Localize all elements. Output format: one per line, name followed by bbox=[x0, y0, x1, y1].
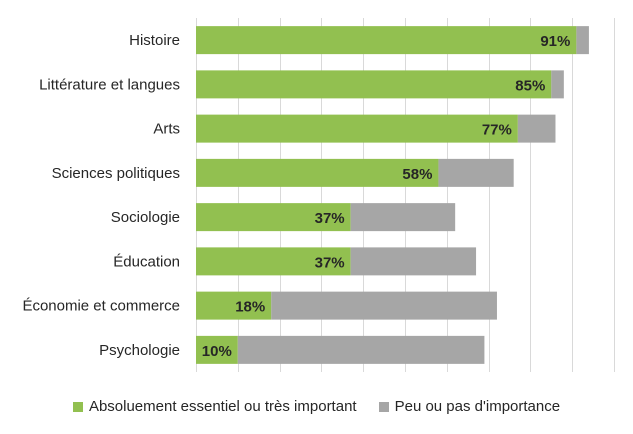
category-label: Économie et commerce bbox=[22, 298, 180, 315]
category-label: Psychologie bbox=[99, 342, 180, 359]
data-label: 10% bbox=[202, 343, 232, 360]
bar-important bbox=[196, 26, 577, 55]
legend-item-series-1: Absoluement essentiel ou très important bbox=[72, 398, 357, 415]
data-label: 18% bbox=[235, 299, 265, 316]
bar-unimportant bbox=[551, 70, 564, 99]
bar-unimportant bbox=[438, 158, 514, 187]
bar-unimportant bbox=[271, 291, 497, 320]
legend: Absoluement essentiel ou très important … bbox=[0, 398, 633, 415]
data-label: 37% bbox=[315, 210, 345, 227]
stacked-bar-chart: Histoire Littérature et langues Arts Scienc… bbox=[22, 18, 615, 372]
category-label: Éducation bbox=[113, 253, 180, 270]
legend-swatch-series-2 bbox=[378, 401, 389, 412]
legend-label-series-1: Absoluement essentiel ou très important bbox=[88, 398, 357, 415]
data-label: 91% bbox=[540, 33, 570, 50]
category-label: Sciences politiques bbox=[52, 165, 180, 182]
data-label: 58% bbox=[402, 166, 432, 183]
bars bbox=[196, 26, 589, 364]
bar-important bbox=[196, 70, 552, 99]
bar-unimportant bbox=[350, 247, 477, 276]
bar-important bbox=[196, 291, 272, 320]
category-label: Sociologie bbox=[111, 209, 180, 226]
data-label: 37% bbox=[315, 254, 345, 271]
legend-item-series-2: Peu ou pas d'importance bbox=[378, 398, 561, 415]
bar-important bbox=[196, 335, 238, 364]
legend-swatch-series-1 bbox=[72, 401, 83, 412]
category-labels: Histoire Littérature et langues Arts Scienc… bbox=[22, 32, 180, 359]
bar-important bbox=[196, 158, 439, 187]
data-label: 85% bbox=[515, 77, 545, 94]
category-label: Histoire bbox=[129, 32, 180, 49]
category-label: Littérature et langues bbox=[39, 76, 180, 93]
bar-important bbox=[196, 247, 351, 276]
bar-unimportant bbox=[237, 335, 485, 364]
bar-unimportant bbox=[517, 114, 556, 143]
bar-unimportant bbox=[350, 203, 456, 232]
bar-unimportant bbox=[576, 26, 589, 55]
legend-label-series-2: Peu ou pas d'importance bbox=[394, 398, 561, 415]
data-label: 77% bbox=[482, 122, 512, 139]
bar-important bbox=[196, 114, 518, 143]
bar-important bbox=[196, 203, 351, 232]
category-label: Arts bbox=[153, 121, 180, 138]
value-labels: 91% 85% 77% 58% 37% 37% 18% 10% bbox=[202, 33, 571, 360]
